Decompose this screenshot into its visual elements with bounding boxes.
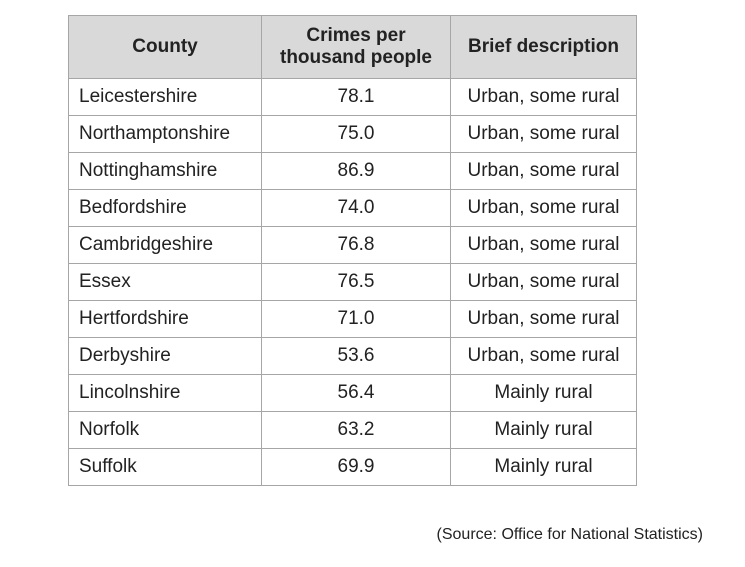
table-cell: Cambridgeshire (68, 226, 262, 264)
table-row: Suffolk 69.9 Mainly rural (68, 448, 637, 486)
table-cell: 76.5 (261, 263, 451, 301)
table-cell: Urban, some rural (450, 226, 637, 264)
table-cell: Suffolk (68, 448, 262, 486)
table-row: Leicestershire 78.1 Urban, some rural (68, 78, 637, 116)
table-cell: Mainly rural (450, 411, 637, 449)
table-cell: Nottinghamshire (68, 152, 262, 190)
data-table: County Crimes per thousand people Brief de… (68, 15, 637, 486)
table-cell: Northamptonshire (68, 115, 262, 153)
table-row: Derbyshire 53.6 Urban, some rural (68, 337, 637, 375)
table-cell: 78.1 (261, 78, 451, 116)
table-cell: 63.2 (261, 411, 451, 449)
table-cell: 53.6 (261, 337, 451, 375)
source-note: (Source: Office for National Statistics) (436, 526, 703, 543)
table-cell: Leicestershire (68, 78, 262, 116)
header-row: County Crimes per thousand people Brief de… (68, 15, 637, 79)
table-row: Norfolk 63.2 Mainly rural (68, 411, 637, 449)
header-cell: County (68, 15, 262, 79)
table-cell: Urban, some rural (450, 115, 637, 153)
table-cell: Norfolk (68, 411, 262, 449)
table-cell: 69.9 (261, 448, 451, 486)
table-cell: 86.9 (261, 152, 451, 190)
table-row: Essex 76.5 Urban, some rural (68, 263, 637, 301)
table-cell: Bedfordshire (68, 189, 262, 227)
table-cell: Hertfordshire (68, 300, 262, 338)
table-body: Leicestershire 78.1 Urban, some rural North… (68, 78, 637, 486)
table-cell: 76.8 (261, 226, 451, 264)
table-cell: 71.0 (261, 300, 451, 338)
table-row: Hertfordshire 71.0 Urban, some rural (68, 300, 637, 338)
table-row: Nottinghamshire 86.9 Urban, some rural (68, 152, 637, 190)
table-row: Lincolnshire 56.4 Mainly rural (68, 374, 637, 412)
table-cell: Lincolnshire (68, 374, 262, 412)
table-cell: Urban, some rural (450, 300, 637, 338)
table-cell: Urban, some rural (450, 152, 637, 190)
table-cell: Urban, some rural (450, 78, 637, 116)
table-cell: Urban, some rural (450, 189, 637, 227)
table-row: Bedfordshire 74.0 Urban, some rural (68, 189, 637, 227)
table-cell: 75.0 (261, 115, 451, 153)
table-cell: Essex (68, 263, 262, 301)
table-head: County Crimes per thousand people Brief de… (68, 15, 637, 79)
table-cell: Mainly rural (450, 448, 637, 486)
header-cell: Brief description (450, 15, 637, 79)
table-cell: Derbyshire (68, 337, 262, 375)
table-row: Northamptonshire 75.0 Urban, some rural (68, 115, 637, 153)
header-cell: Crimes per thousand people (261, 15, 451, 79)
table-cell: Urban, some rural (450, 263, 637, 301)
table-cell: 56.4 (261, 374, 451, 412)
table-cell: Mainly rural (450, 374, 637, 412)
table-cell: 74.0 (261, 189, 451, 227)
table-row: Cambridgeshire 76.8 Urban, some rural (68, 226, 637, 264)
table-cell: Urban, some rural (450, 337, 637, 375)
